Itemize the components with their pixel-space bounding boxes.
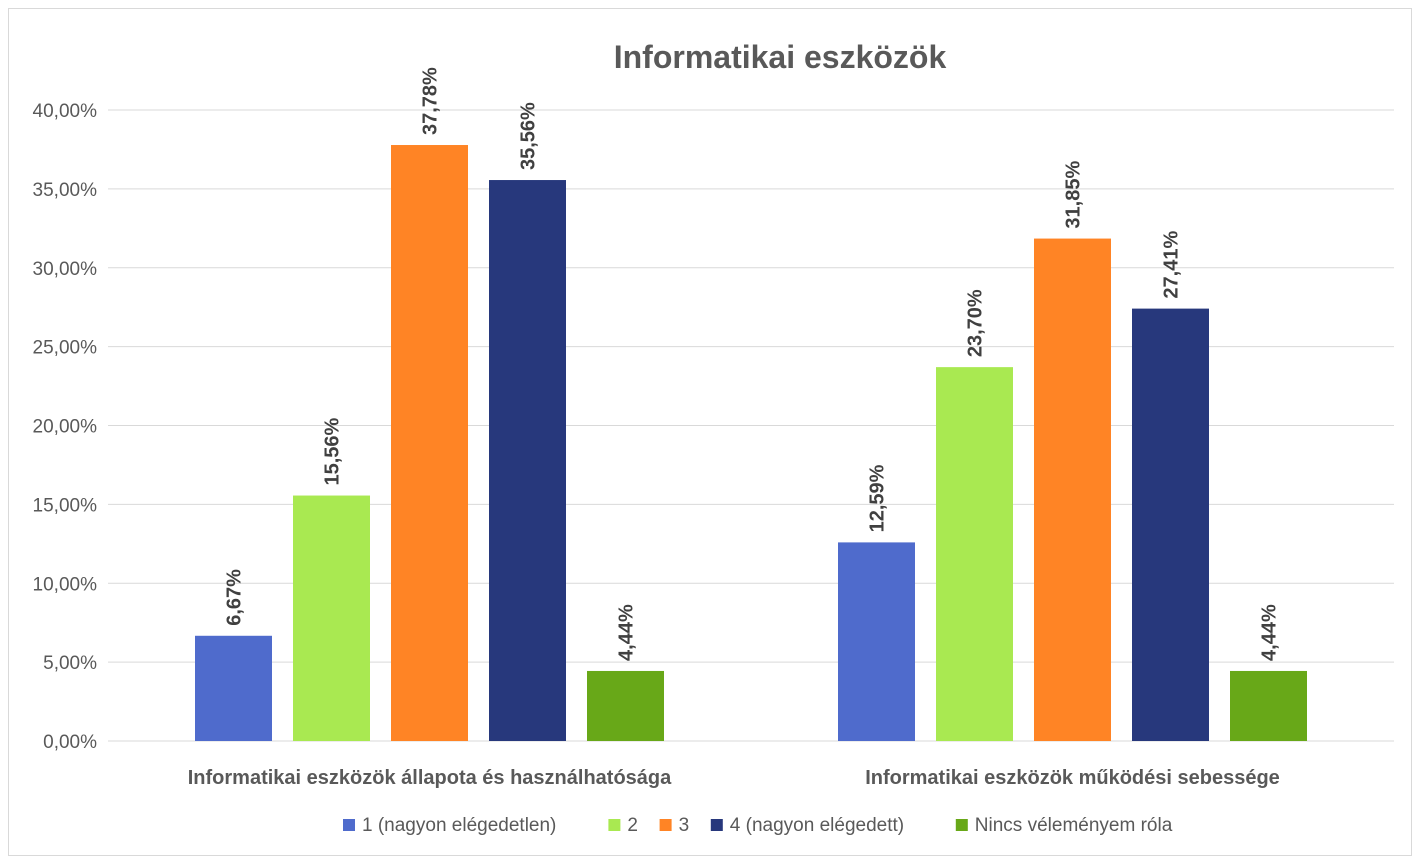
y-tick-label: 15,00%	[33, 495, 98, 516]
bar	[838, 542, 915, 741]
legend: 1 (nagyon elégedetlen) 2 3 4 (nagyon eléged…	[343, 815, 1173, 836]
bar	[936, 367, 1013, 741]
bar	[1034, 238, 1111, 741]
data-label: 37,78%	[420, 67, 442, 135]
legend-swatch	[343, 819, 355, 831]
legend-label: Nincs véleményem róla	[975, 815, 1173, 836]
y-tick-label: 0,00%	[43, 732, 97, 753]
data-label: 12,59%	[867, 464, 889, 532]
data-label: 35,56%	[518, 102, 540, 170]
y-tick-label: 30,00%	[33, 259, 98, 280]
legend-swatch	[710, 819, 723, 831]
data-label: 4,44%	[1259, 604, 1281, 661]
legend-swatch	[955, 819, 968, 831]
legend-swatch	[608, 819, 621, 831]
y-tick-label: 20,00%	[33, 417, 98, 438]
bar	[391, 145, 468, 741]
bar	[293, 495, 370, 741]
legend-label: 2	[627, 815, 638, 836]
legend-swatch	[659, 819, 672, 831]
category-label: Informatikai eszközök állapota és haszná…	[188, 767, 672, 789]
data-label: 15,56%	[322, 417, 344, 485]
category-label: Informatikai eszközök működési sebessége	[865, 767, 1280, 789]
data-label: 4,44%	[616, 604, 638, 661]
bar	[587, 670, 664, 741]
y-tick-label: 10,00%	[33, 574, 98, 595]
x-axis: Informatikai eszközök állapota és haszná…	[188, 767, 1280, 789]
legend-label: 3	[679, 815, 690, 836]
bar	[195, 635, 272, 741]
y-tick-label: 35,00%	[33, 180, 98, 201]
y-axis: 0,00% 5,00% 10,00% 15,00% 20,00% 25,00% 30,00%…	[33, 101, 98, 753]
data-label: 23,70%	[965, 289, 987, 357]
y-tick-label: 40,00%	[33, 101, 98, 122]
data-label: 6,67%	[224, 569, 246, 626]
legend-label: 4 (nagyon elégedett)	[730, 815, 904, 836]
bars: 6,67% 15,56% 37,78% 35,56% 4,44% 12,59% 23,70%…	[195, 67, 1307, 741]
bar	[1230, 670, 1307, 741]
bar	[489, 180, 566, 741]
legend-label: 1 (nagyon elégedetlen)	[362, 815, 556, 836]
y-tick-label: 5,00%	[43, 653, 97, 674]
data-label: 27,41%	[1161, 231, 1183, 299]
y-tick-label: 25,00%	[33, 338, 98, 359]
data-label: 31,85%	[1063, 161, 1085, 229]
bar	[1132, 308, 1209, 741]
chart-title: Informatikai eszközök	[614, 39, 947, 75]
